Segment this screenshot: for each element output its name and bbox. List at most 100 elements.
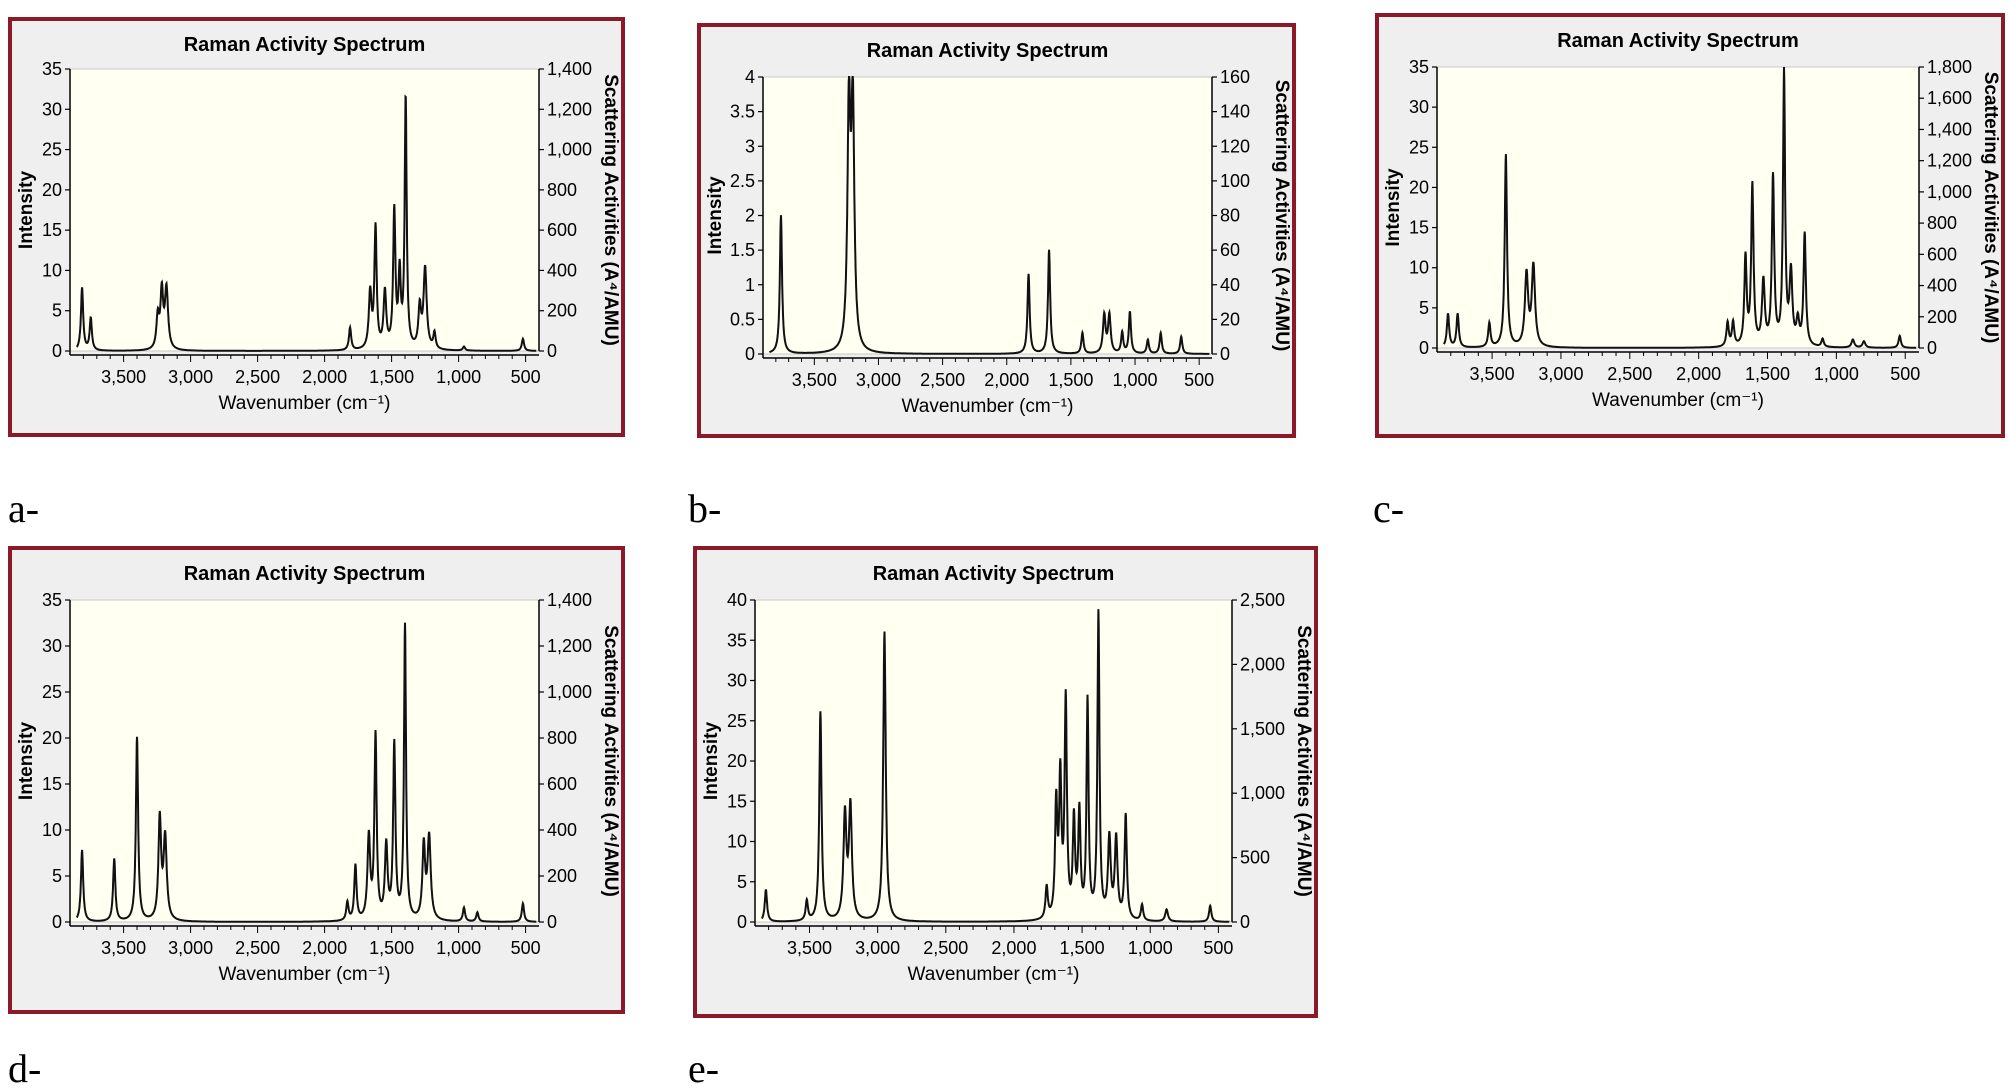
chart-svg: Raman Activity Spectrum 0 5 10 15 20 25 30 35 0 20…	[16, 34, 621, 414]
y-tick-label: 25	[1409, 137, 1429, 157]
y2-tick-label: 140	[1220, 102, 1250, 122]
x-tick-label: 1,500	[1060, 938, 1105, 958]
x-tick-label: 3,500	[1470, 364, 1515, 384]
y2-tick-label: 80	[1220, 206, 1240, 226]
y2-tick-label: 1,500	[1240, 719, 1285, 739]
y2-axis-label: Scattering Activities (A⁴/AMU)	[1980, 72, 2001, 344]
chart-svg: Raman Activity Spectrum 0 5 10 15 20 25 30 35 0 20…	[1383, 30, 2001, 411]
y-tick-label: 35	[1409, 57, 1429, 77]
x-tick-label: 2,500	[235, 367, 280, 387]
y-tick-label: 10	[42, 820, 62, 840]
y-tick-label: 5	[52, 301, 62, 321]
spectrum-line	[769, 76, 1210, 355]
y-tick-label: 15	[42, 220, 62, 240]
x-tick-label: 3,000	[168, 938, 213, 958]
x-tick-label: 1,000	[436, 938, 481, 958]
x-tick-label: 1,000	[1814, 364, 1859, 384]
spectrum-line	[75, 94, 537, 352]
spectrum-panel-a: Raman Activity Spectrum 0 5 10 15 20 25 30 35 0 20…	[8, 17, 625, 437]
spectrum-line	[761, 609, 1230, 923]
y2-tick-label: 60	[1220, 240, 1240, 260]
y-axis-label: Intensity	[16, 171, 37, 250]
y2-tick-label: 0	[1220, 344, 1230, 364]
y-tick-label: 1	[745, 275, 755, 295]
y2-tick-label: 1,400	[1927, 119, 1972, 139]
y2-axis-label: Scattering Activities (A⁴/AMU)	[600, 74, 621, 346]
y2-tick-label: 200	[547, 301, 577, 321]
y-tick-label: 20	[42, 728, 62, 748]
x-tick-label: 3,000	[1538, 364, 1583, 384]
y2-tick-label: 1,000	[1927, 182, 1972, 202]
y-tick-label: 35	[42, 590, 62, 610]
y-axis-label: Intensity	[705, 176, 726, 255]
y2-tick-label: 600	[1927, 244, 1957, 264]
y-tick-label: 0	[52, 912, 62, 932]
y-tick-label: 20	[1409, 177, 1429, 197]
y-axis-label: Intensity	[701, 722, 722, 801]
y2-tick-label: 2,500	[1240, 590, 1285, 610]
spectrum-panel-c: Raman Activity Spectrum 0 5 10 15 20 25 30 35 0 20…	[1375, 13, 2005, 438]
y-tick-label: 25	[42, 682, 62, 702]
chart-svg: Raman Activity Spectrum 0 5 10 15 20 25 30 35 0 20…	[16, 563, 621, 985]
y2-tick-label: 0	[1927, 338, 1937, 358]
spectrum-line	[1443, 66, 1917, 349]
y2-tick-label: 1,400	[547, 59, 592, 79]
y2-tick-label: 400	[1927, 276, 1957, 296]
y2-tick-label: 1,200	[547, 99, 592, 119]
x-tick-label: 2,000	[1676, 364, 1721, 384]
x-tick-label: 1,000	[436, 367, 481, 387]
y2-tick-label: 500	[1240, 848, 1270, 868]
y2-tick-label: 40	[1220, 275, 1240, 295]
x-tick-label: 1,500	[1745, 364, 1790, 384]
chart-title: Raman Activity Spectrum	[873, 563, 1115, 585]
y2-tick-label: 1,200	[1927, 151, 1972, 171]
y2-tick-label: 800	[547, 180, 577, 200]
y2-tick-label: 800	[547, 728, 577, 748]
y-tick-label: 10	[727, 832, 747, 852]
plot-area	[69, 68, 540, 352]
plot-area	[762, 76, 1213, 355]
plot-area	[69, 599, 540, 923]
x-tick-label: 500	[1184, 370, 1214, 390]
y-tick-label: 0	[745, 344, 755, 364]
y-tick-label: 30	[42, 636, 62, 656]
chart-title: Raman Activity Spectrum	[184, 563, 426, 585]
y-tick-label: 0	[1419, 338, 1429, 358]
x-tick-label: 500	[511, 367, 541, 387]
x-tick-label: 1,500	[369, 938, 414, 958]
y-tick-label: 10	[1409, 258, 1429, 278]
x-tick-label: 3,500	[101, 938, 146, 958]
y-tick-label: 15	[42, 774, 62, 794]
y-tick-label: 15	[727, 791, 747, 811]
panel-label-c: c-	[1373, 486, 1405, 531]
y-tick-label: 1.5	[730, 240, 755, 260]
y2-tick-label: 1,000	[547, 140, 592, 160]
y2-tick-label: 600	[547, 774, 577, 794]
chart-svg: Raman Activity Spectrum 0 5 10 15 20 25 30 35 40 0…	[701, 563, 1314, 985]
y-tick-label: 5	[1419, 298, 1429, 318]
panel-label-e: e-	[688, 1046, 720, 1091]
x-tick-label: 2,000	[302, 938, 347, 958]
panel-label-d: d-	[8, 1046, 42, 1091]
y-axis-label: Intensity	[1383, 168, 1404, 247]
y2-tick-label: 1,600	[1927, 88, 1972, 108]
y-tick-label: 35	[42, 59, 62, 79]
panel-label-b: b-	[688, 486, 722, 531]
x-tick-label: 2,500	[1607, 364, 1652, 384]
y-tick-label: 25	[42, 140, 62, 160]
x-tick-label: 3,500	[787, 938, 832, 958]
spectrum-panel-e: Raman Activity Spectrum 0 5 10 15 20 25 30 35 40 0…	[693, 546, 1318, 1018]
panel-label-a: a-	[8, 486, 40, 531]
y-tick-label: 2.5	[730, 171, 755, 191]
y-tick-label: 3.5	[730, 102, 755, 122]
x-axis-label: Wavenumber (cm⁻¹)	[902, 396, 1074, 417]
y2-tick-label: 1,200	[547, 636, 592, 656]
x-tick-label: 1,500	[369, 367, 414, 387]
y-tick-label: 3	[745, 136, 755, 156]
x-tick-label: 1,500	[1048, 370, 1093, 390]
x-tick-label: 500	[1890, 364, 1920, 384]
y2-tick-label: 0	[547, 912, 557, 932]
y-tick-label: 30	[42, 99, 62, 119]
x-tick-label: 2,500	[235, 938, 280, 958]
y-tick-label: 30	[727, 671, 747, 691]
